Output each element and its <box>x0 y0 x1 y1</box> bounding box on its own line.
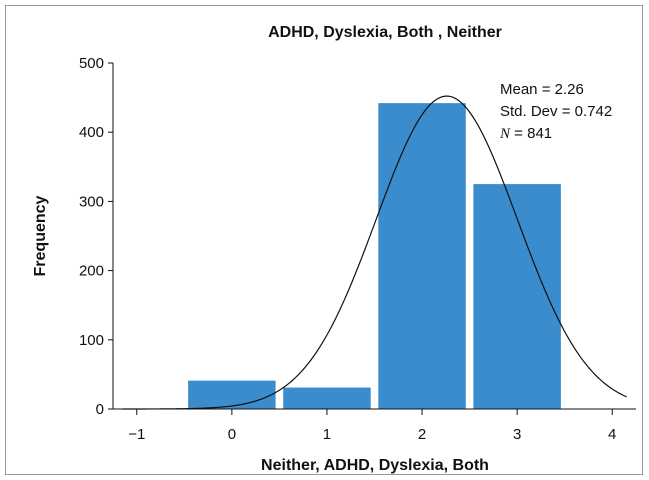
y-tick-label: 0 <box>96 401 104 418</box>
stats-std-dev: Std. Dev = 0.742 <box>500 103 612 120</box>
stats-n: N = 841 <box>499 125 552 142</box>
y-tick-label: 100 <box>79 332 104 349</box>
x-tick-label: −1 <box>128 426 145 443</box>
y-ticks-group: 0 100 200 300 400 500 <box>79 55 113 418</box>
x-tick-label: 4 <box>608 426 616 443</box>
histogram-bar <box>378 103 466 410</box>
y-tick-label: 400 <box>79 124 104 141</box>
stats-n-value: = 841 <box>510 125 552 142</box>
normal-curve <box>122 95 627 410</box>
x-axis-title: Neither, ADHD, Dyslexia, Both <box>261 457 489 474</box>
x-ticks-group: −1 0 1 2 3 4 <box>128 409 616 443</box>
histogram-bar <box>188 380 276 409</box>
x-tick-label: 2 <box>418 426 426 443</box>
x-tick-label: 0 <box>228 426 236 443</box>
x-tick-label: 1 <box>323 426 331 443</box>
chart-frame <box>5 5 643 475</box>
stats-n-symbol: N <box>499 126 511 142</box>
histogram-bar <box>473 184 561 409</box>
y-tick-label: 300 <box>79 193 104 210</box>
stats-mean: Mean = 2.26 <box>500 81 584 98</box>
histogram-bar <box>283 387 371 409</box>
y-tick-label: 500 <box>79 55 104 72</box>
y-axis-title: Frequency <box>32 195 49 276</box>
chart-title: ADHD, Dyslexia, Both , Neither <box>268 24 502 41</box>
bars-group <box>188 103 561 410</box>
x-tick-label: 3 <box>513 426 521 443</box>
y-tick-label: 200 <box>79 263 104 280</box>
